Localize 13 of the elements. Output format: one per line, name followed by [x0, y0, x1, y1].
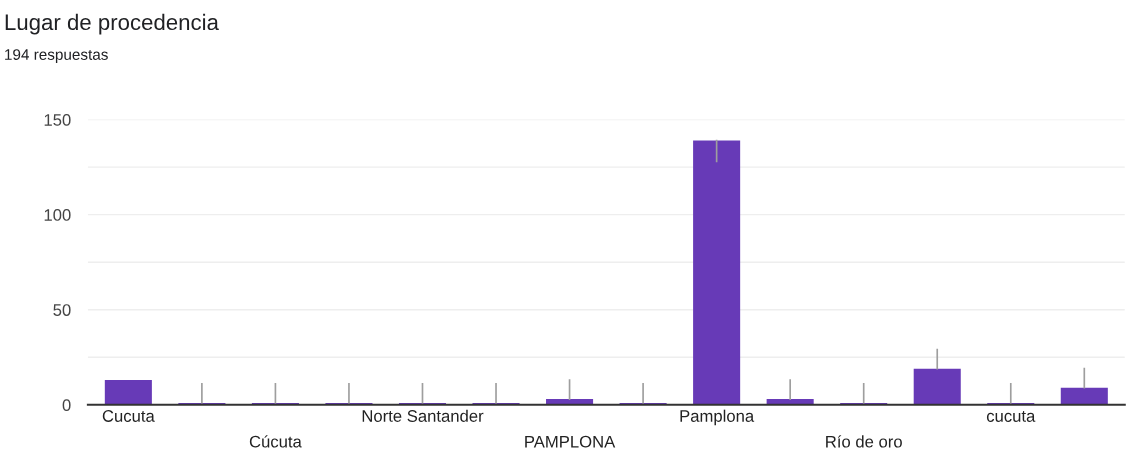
x-tick-label: Pamplona [680, 409, 755, 426]
y-tick-label: 0 [62, 399, 71, 411]
x-tick-label: Cucuta [102, 410, 155, 422]
x-tick-label: Norte Santander [362, 409, 484, 422]
y-tick-label: 100 [44, 209, 71, 221]
y-tick-label: 50 [53, 304, 71, 316]
chart-title: Lugar de procedencia [5, 13, 219, 35]
y-tick-label: 150 [44, 114, 71, 126]
chart-subtitle: 194 respuestas [5, 49, 108, 63]
x-tick-label: cucuta [986, 410, 1036, 422]
x-tick-label: Cúcuta [249, 435, 302, 448]
x-tick-label: Río de oro [826, 435, 902, 448]
x-tick-label: PAMPLONA [525, 435, 616, 448]
